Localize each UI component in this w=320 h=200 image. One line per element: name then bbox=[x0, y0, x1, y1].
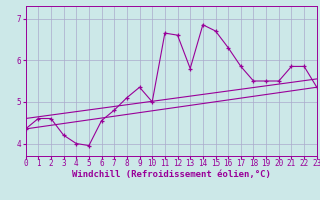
X-axis label: Windchill (Refroidissement éolien,°C): Windchill (Refroidissement éolien,°C) bbox=[72, 170, 271, 179]
